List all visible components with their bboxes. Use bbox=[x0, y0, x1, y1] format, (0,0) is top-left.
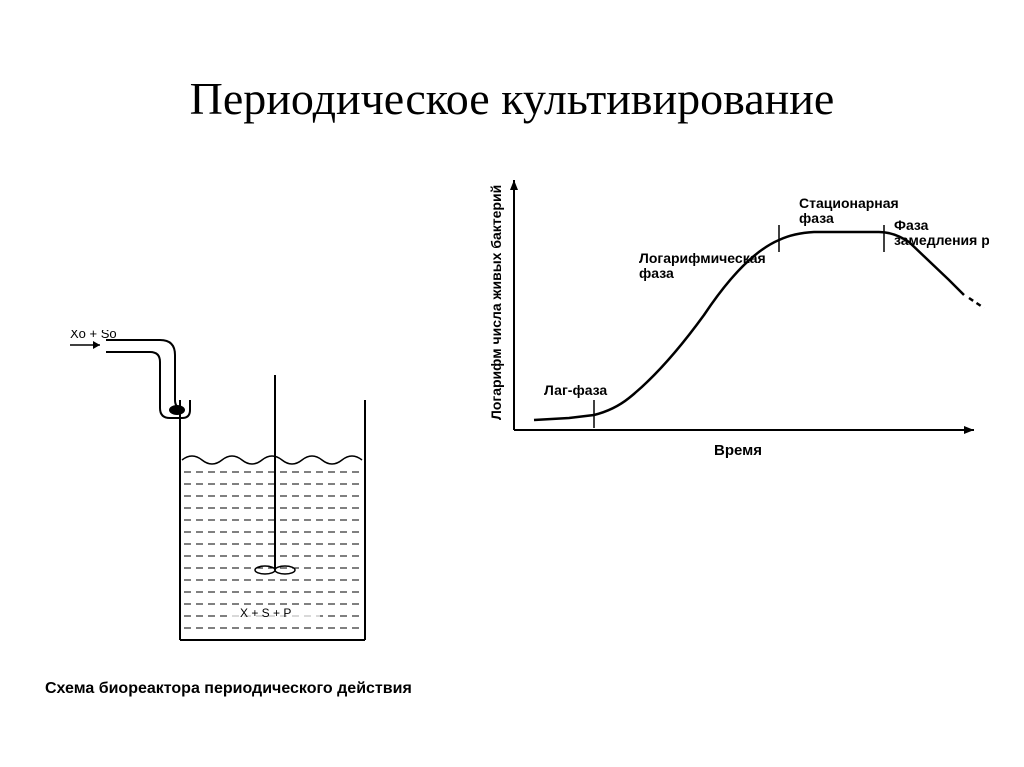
phase-lag: Лаг-фаза bbox=[544, 382, 607, 398]
phase-stationary-2: фаза bbox=[799, 210, 834, 226]
slide-title: Периодическое культивирование bbox=[0, 72, 1024, 125]
phase-decline-1: Фаза bbox=[894, 217, 929, 233]
phase-log-2: фаза bbox=[639, 265, 674, 281]
growth-curve-chart: Логарифм числа живых бактерий Лаг-фаза Л… bbox=[489, 170, 989, 480]
phase-stationary-1: Стационарная bbox=[799, 195, 899, 211]
phase-log-1: Логарифмическая bbox=[639, 250, 766, 266]
phase-decline-2: замедления роста bbox=[894, 232, 989, 248]
bioreactor-diagram: Xo + So bbox=[70, 330, 390, 670]
reactor-content-label: X + S + P bbox=[240, 606, 291, 620]
y-axis-label: Логарифм числа живых бактерий bbox=[489, 185, 504, 420]
x-axis-label: Время bbox=[714, 442, 762, 459]
reactor-caption: Схема биореактора периодического действи… bbox=[45, 680, 412, 698]
